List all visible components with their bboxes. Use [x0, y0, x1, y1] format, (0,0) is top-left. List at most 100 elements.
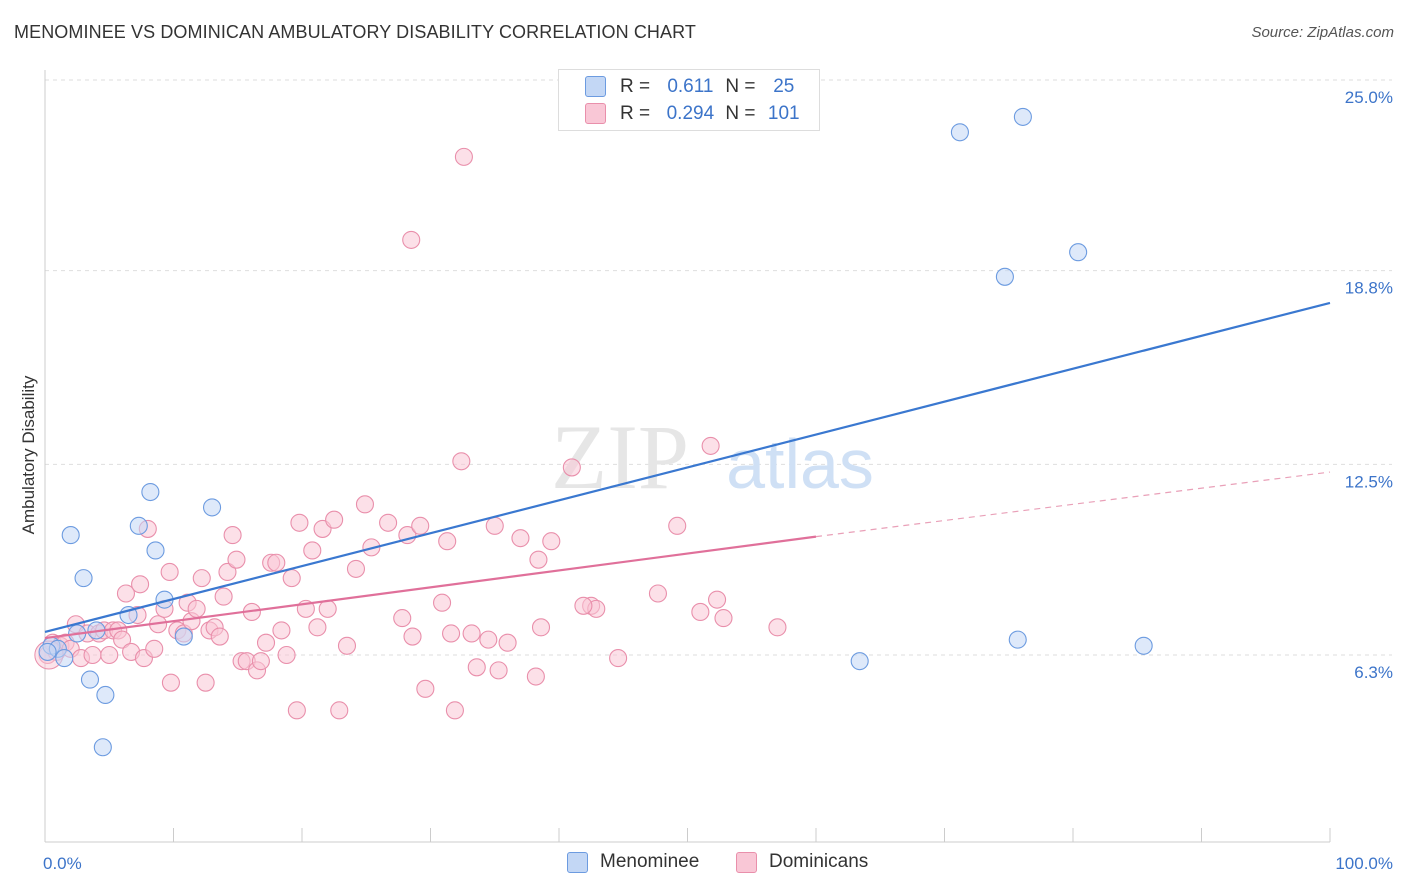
menominee-point-24 — [38, 642, 57, 661]
dominicans-point-84 — [526, 667, 545, 686]
x-tick-label-1: 100.0% — [1335, 854, 1393, 873]
watermark-atlas: atlas — [726, 425, 874, 503]
dominicans-point-59 — [325, 510, 344, 529]
dominicans-point-45 — [251, 652, 270, 671]
dominicans-point-97 — [714, 609, 733, 628]
legend-n-value: 25 — [773, 75, 795, 97]
dominicans-point-50 — [277, 645, 296, 665]
menominee-point-9 — [96, 685, 115, 705]
menominee-point-22 — [1069, 243, 1088, 262]
dominicans-point-19 — [131, 575, 150, 594]
dominicans-point-38 — [218, 562, 237, 582]
menominee-point-8 — [93, 738, 112, 757]
dominicans-point-46 — [256, 633, 276, 652]
dominicans-point-51 — [282, 569, 301, 588]
legend-label-menominee: Menominee — [600, 851, 700, 872]
dominicans-point-36 — [210, 627, 229, 646]
dominicans-point-86 — [531, 618, 551, 637]
dominicans-point-91 — [609, 649, 628, 668]
dominicans-point-83 — [511, 529, 530, 548]
dominicans-point-66 — [393, 609, 412, 628]
menominee-point-6 — [80, 670, 100, 689]
legend-r-label: R = — [620, 102, 651, 124]
dominicans-point-40 — [227, 550, 246, 569]
correlation-legend: R = 0.611 N = 25 R = 0.294 N = 101 — [558, 69, 820, 131]
menominee-point-2 — [55, 649, 74, 668]
dominicans-point-31 — [187, 599, 206, 618]
gridlines — [45, 79, 1392, 656]
dominicans-point-63 — [355, 495, 375, 514]
menominee-point-15 — [174, 627, 193, 646]
chart-title: MENOMINEE VS DOMINICAN AMBULATORY DISABI… — [14, 22, 696, 42]
dominicans-point-100 — [403, 627, 422, 646]
dominicans-point-87 — [542, 532, 561, 551]
menominee-point-21 — [1013, 107, 1032, 126]
menominee-point-5 — [74, 569, 93, 588]
dominicans-point-22 — [145, 639, 164, 658]
dominicans-point-9 — [83, 645, 102, 665]
dominicans-point-99 — [574, 596, 593, 615]
legend-item-dominicans: Dominicans — [736, 851, 868, 873]
dominicans-point-25 — [160, 562, 179, 582]
x-tick-label-0: 0.0% — [43, 854, 82, 873]
menominee-point-23 — [1134, 636, 1153, 655]
dominicans-point-80 — [485, 516, 504, 535]
legend-row-menominee: R = 0.611 N = 25 — [559, 73, 807, 100]
dominicans-point-16 — [116, 584, 136, 603]
x-tick-labels: 0.0% 100.0% — [43, 854, 1393, 873]
legend-swatch-dominicans — [736, 851, 757, 873]
legend-n-label: N = — [725, 102, 756, 124]
menominee-point-11 — [129, 516, 148, 535]
menominee-point-3 — [61, 526, 80, 545]
menominee-point-18 — [950, 123, 969, 142]
dominicans-point-72 — [438, 532, 457, 551]
dominicans-point-82 — [498, 633, 517, 652]
dominicans-point-92 — [648, 584, 667, 603]
dominicans-point-26 — [161, 673, 180, 692]
dominicans-point-32 — [192, 569, 211, 588]
menominee-points — [38, 107, 1153, 757]
dominicans-point-48 — [267, 553, 286, 572]
menominee-trend-line — [44, 301, 1331, 634]
legend-n-label: N = — [725, 75, 756, 97]
dominicans-point-39 — [223, 526, 242, 545]
dominicans-point-94 — [691, 602, 710, 622]
y-tick-labels: 6.3% 12.5% 18.8% 25.0% — [1345, 88, 1393, 682]
dominicans-point-81 — [489, 661, 508, 680]
dominicans-point-71 — [433, 593, 452, 612]
dominicans-point-95 — [701, 436, 720, 455]
dominicans-point-33 — [196, 673, 215, 692]
dominicans-point-52 — [287, 701, 306, 720]
dominicans-point-78 — [467, 658, 486, 677]
menominee-point-12 — [141, 482, 160, 502]
dominicans-point-79 — [479, 630, 498, 649]
y-tick-label-0: 6.3% — [1354, 663, 1393, 682]
legend-n-value: 101 — [767, 102, 800, 124]
dominicans-point-15 — [113, 630, 132, 649]
dominicans-point-77 — [462, 624, 481, 643]
legend-row-dominicans: R = 0.294 N = 101 — [559, 100, 807, 127]
watermark: ZIP atlas — [551, 406, 874, 508]
trend-lines — [44, 301, 1331, 640]
menominee-point-20 — [1008, 630, 1027, 649]
dominicans-point-58 — [318, 599, 337, 618]
dominicans-point-98 — [768, 618, 787, 637]
dominicans-point-62 — [346, 559, 366, 578]
legend-swatch-blue — [585, 76, 606, 97]
dominicans-point-75 — [452, 452, 471, 471]
dominicans-point-61 — [337, 636, 357, 655]
axes — [44, 70, 1331, 843]
y-tick-label-3: 25.0% — [1345, 88, 1393, 107]
menominee-point-19 — [995, 267, 1014, 286]
dominicans-point-53 — [290, 513, 309, 532]
legend-swatch-pink — [585, 103, 606, 124]
dominicans-point-55 — [303, 541, 322, 560]
dominicans-point-85 — [529, 550, 548, 569]
dominicans-point-12 — [100, 645, 119, 665]
menominee-point-16 — [203, 498, 222, 517]
legend-r-value: 0.294 — [666, 102, 715, 124]
y-tick-label-2: 18.8% — [1345, 279, 1393, 298]
y-axis-label: Ambulatory Disability — [19, 375, 38, 535]
source-label: Source: ZipAtlas.com — [1251, 24, 1394, 41]
